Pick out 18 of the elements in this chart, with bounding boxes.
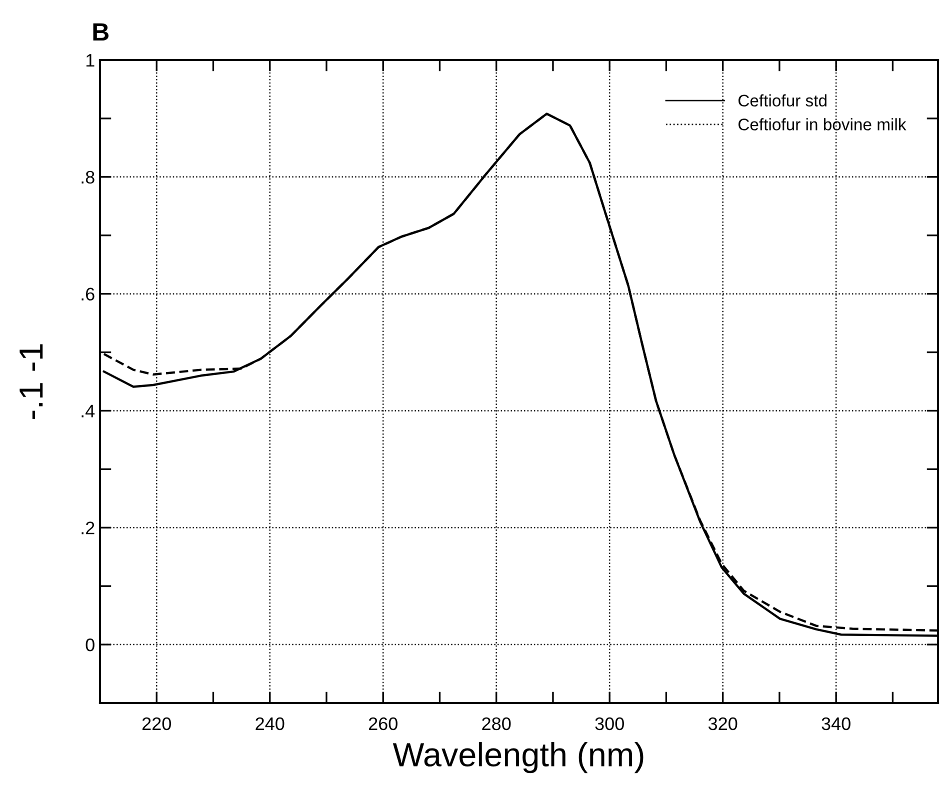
- x-tick-label: 320: [708, 717, 738, 730]
- y-tick-label: .8: [82, 170, 94, 184]
- x-tick-label: 220: [142, 717, 171, 730]
- y-tick-label: .4: [82, 404, 95, 418]
- legend-label: Ceftiofur std: [738, 94, 826, 107]
- y-tick-label: .2: [82, 522, 94, 534]
- chart-title: B: [93, 23, 109, 41]
- x-tick-label: 280: [482, 717, 511, 730]
- x-tick-label: 340: [822, 717, 850, 730]
- x-tick-label: 240: [256, 717, 284, 730]
- y-axis-title: -.1 -1: [20, 344, 43, 419]
- x-tick-label: 300: [595, 717, 624, 730]
- y-tick-label: 1: [86, 54, 94, 67]
- y-tick-label: 0: [86, 638, 94, 652]
- y-tick-label: .6: [82, 288, 94, 301]
- x-tick-label: 260: [368, 717, 398, 730]
- x-axis-title: Wavelength (nm): [392, 742, 644, 774]
- legend-label: Ceftiofur in bovine milk: [738, 118, 906, 130]
